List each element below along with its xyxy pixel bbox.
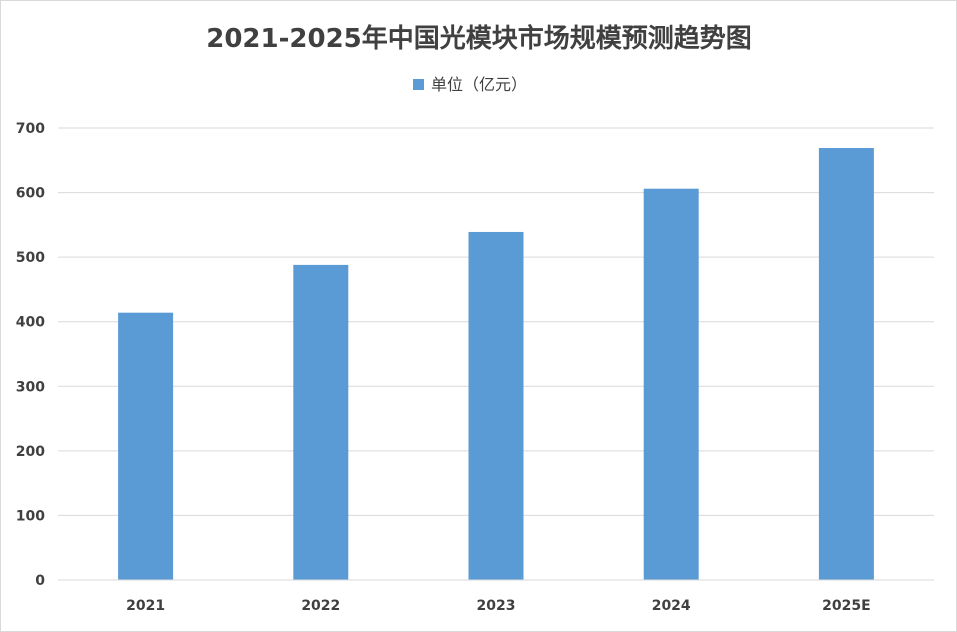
bar-2024	[643, 188, 699, 580]
x-tick-label: 2024	[652, 598, 691, 614]
x-tick-label: 2023	[477, 598, 516, 614]
bar-2025E	[818, 148, 874, 580]
bars	[118, 148, 874, 580]
y-tick-label: 600	[16, 186, 45, 202]
x-axis-ticks: 2021 2022 2023 2024 2025E	[126, 598, 871, 614]
x-tick-label: 2025E	[822, 598, 871, 614]
chart-title: 2021-2025年中国光模块市场规模预测趋势图	[206, 23, 752, 54]
bar-2021	[118, 312, 174, 580]
legend-label: 单位（亿元）	[431, 75, 527, 94]
y-tick-label: 200	[16, 444, 45, 460]
x-tick-label: 2021	[126, 598, 165, 614]
y-tick-label: 500	[16, 250, 45, 266]
y-tick-label: 400	[16, 315, 45, 331]
y-tick-label: 100	[16, 508, 45, 524]
y-tick-label: 300	[16, 379, 45, 395]
y-tick-label: 0	[35, 573, 45, 589]
legend-swatch	[413, 79, 424, 90]
y-tick-label: 700	[16, 121, 45, 137]
legend: 单位（亿元）	[413, 75, 527, 94]
y-axis-ticks: 0 100 200 300 400 500 600 700	[16, 121, 45, 589]
x-tick-label: 2022	[301, 598, 340, 614]
bar-2023	[468, 231, 524, 580]
bar-2022	[293, 264, 349, 580]
